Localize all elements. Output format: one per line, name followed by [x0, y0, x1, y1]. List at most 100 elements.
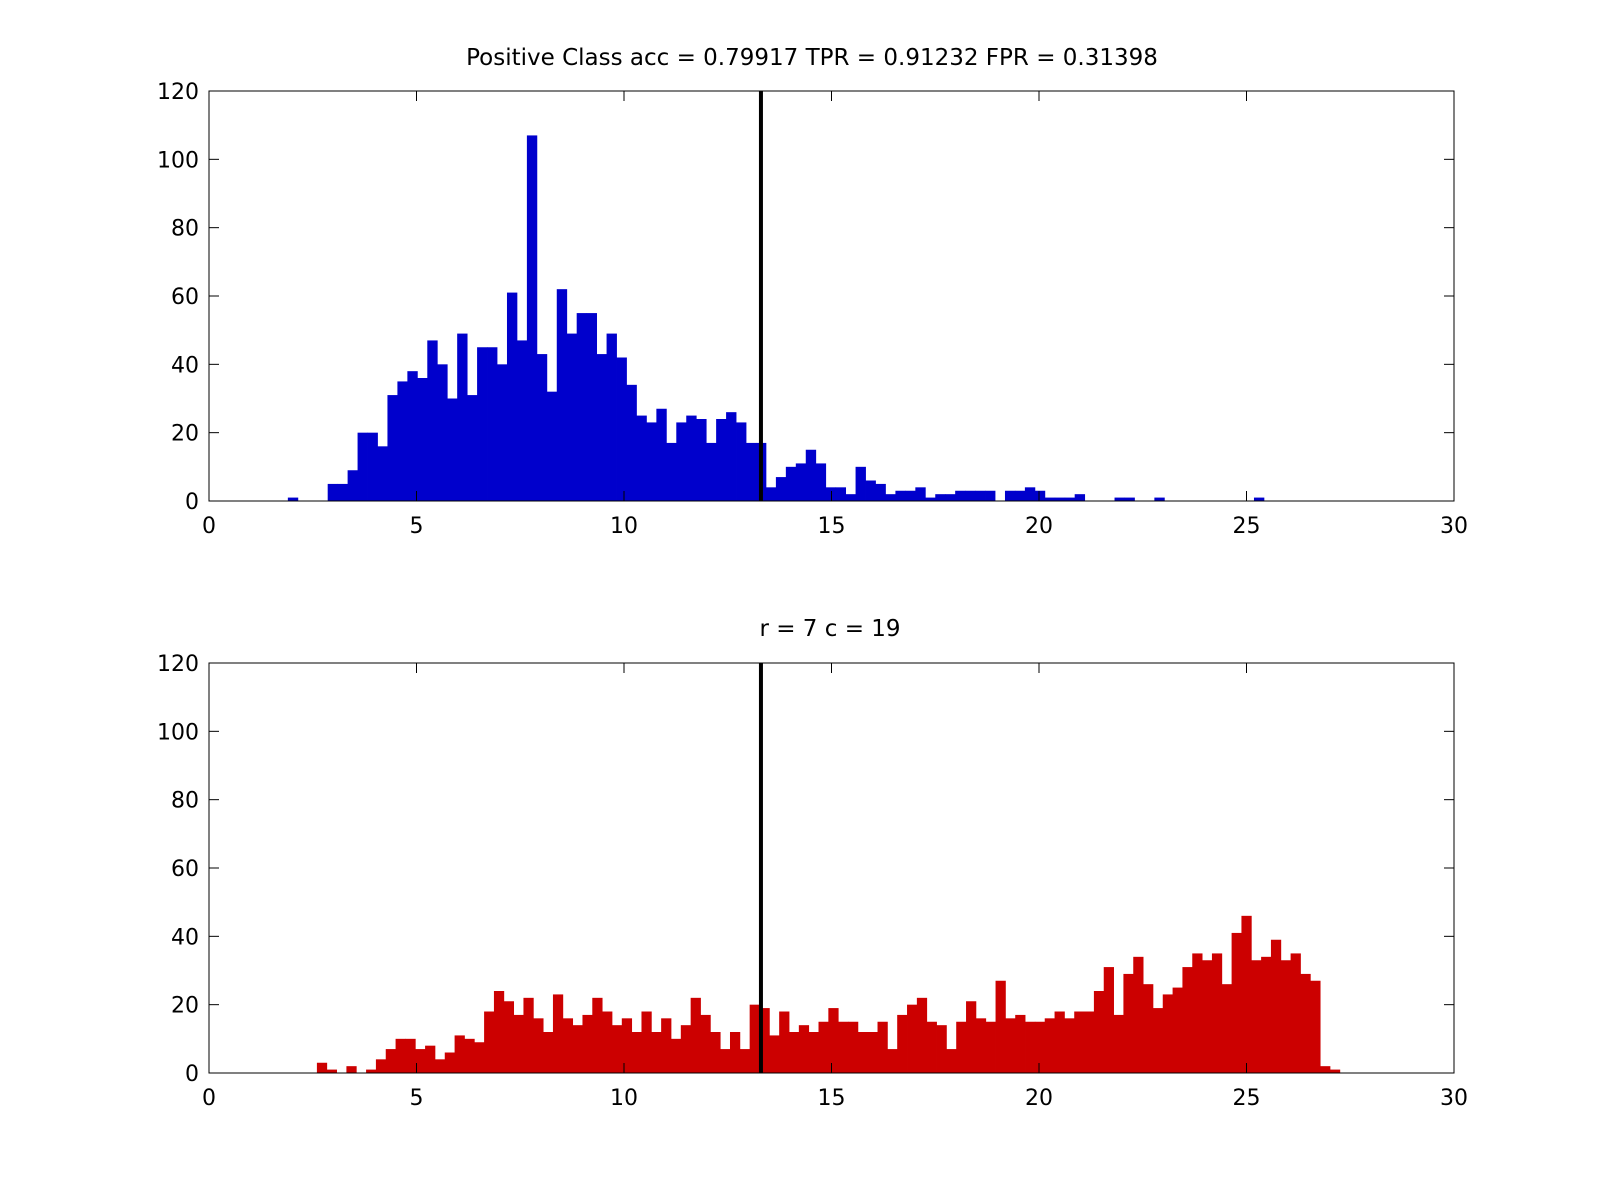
y-tick-label: 0	[185, 490, 199, 515]
histogram-bar	[636, 415, 647, 501]
histogram-bar	[366, 1069, 377, 1073]
histogram-bar	[474, 1042, 485, 1073]
histogram-bar	[1152, 1008, 1164, 1073]
histogram-bar	[576, 313, 588, 501]
y-tick-label: 100	[157, 148, 199, 173]
histogram-bar	[1093, 991, 1105, 1073]
histogram-bar	[739, 1049, 751, 1073]
histogram-bar	[935, 494, 946, 501]
histogram-bar	[946, 1049, 957, 1073]
x-tick-label: 0	[202, 1086, 216, 1111]
histogram-bar	[1124, 497, 1135, 501]
histogram-bar	[1123, 973, 1134, 1073]
histogram-bar	[815, 463, 827, 501]
histogram-bar	[865, 480, 876, 501]
histogram-bar	[316, 1062, 328, 1073]
histogram-bar	[965, 490, 976, 501]
histogram-bar	[785, 466, 797, 501]
histogram-bar	[566, 333, 578, 501]
histogram-bar	[552, 994, 564, 1073]
histogram-bar	[1154, 497, 1165, 501]
histogram-bar	[895, 490, 906, 501]
histogram-bar	[484, 1011, 495, 1073]
histogram-bar	[956, 1021, 967, 1073]
x-tick-label: 5	[410, 1086, 424, 1111]
histogram-bar	[444, 1052, 455, 1073]
histogram-bar	[736, 422, 747, 501]
x-tick-label: 10	[610, 514, 638, 539]
histogram-bar	[1015, 1014, 1026, 1073]
histogram-bar	[1280, 960, 1292, 1073]
histogram-bar	[1025, 1021, 1036, 1073]
histogram-bar	[1034, 1021, 1046, 1073]
histogram-bar	[955, 490, 966, 501]
histogram-bar	[582, 1014, 593, 1073]
histogram-bar	[493, 991, 505, 1073]
histogram-bar	[680, 1025, 692, 1073]
y-tick-label: 0	[185, 1062, 199, 1087]
x-tick-label: 30	[1440, 1086, 1468, 1111]
histogram-bar	[867, 1032, 878, 1073]
y-tick-label: 40	[171, 353, 199, 378]
histogram-bar	[1320, 1066, 1331, 1073]
histogram-bar	[1211, 953, 1223, 1073]
histogram-bar	[905, 490, 916, 501]
y-tick-label: 100	[157, 720, 199, 745]
histogram-bar	[405, 1038, 416, 1073]
histogram-bar	[936, 1025, 947, 1073]
ticks-top: 0 5 10 15 20 25 30 0 20 40 60 80 100 120	[157, 80, 1468, 539]
histogram-bar	[875, 483, 886, 501]
histogram-bar	[536, 354, 548, 501]
histogram-bar	[1114, 497, 1125, 501]
x-tick-label: 15	[818, 514, 846, 539]
x-tick-label: 20	[1025, 514, 1053, 539]
histogram-bar	[513, 1014, 524, 1073]
histogram-bar	[686, 415, 697, 501]
histogram-bar	[1064, 1018, 1075, 1073]
x-tick-label: 30	[1440, 514, 1468, 539]
histogram-bar	[769, 1035, 780, 1073]
histogram-bar	[616, 357, 627, 501]
x-tick-label: 0	[202, 514, 216, 539]
histogram-bar	[497, 364, 508, 501]
histogram-bar	[1192, 953, 1203, 1073]
histogram-bar	[503, 1001, 515, 1073]
histogram-bar	[828, 1008, 839, 1073]
histogram-bar	[646, 422, 657, 501]
histogram-bar	[592, 997, 603, 1073]
histogram-bar	[945, 494, 956, 501]
histogram-bar	[467, 395, 478, 501]
histogram-bar	[626, 384, 637, 501]
histogram-bar	[651, 1032, 662, 1073]
histogram-bar	[1044, 497, 1056, 501]
x-tick-label: 5	[410, 514, 424, 539]
histogram-bar	[606, 333, 617, 501]
histogram-bar	[798, 1025, 810, 1073]
ticks-bottom: 0 5 10 15 20 25 30 0 20 40 60 80 100 120	[157, 652, 1468, 1111]
histogram-bar	[546, 391, 558, 501]
histogram-bar	[975, 490, 986, 501]
histogram-bar	[1034, 490, 1046, 501]
histogram-bar	[985, 490, 996, 501]
histogram-bar	[985, 1021, 996, 1073]
histogram-bar	[523, 997, 534, 1073]
chart-title-bottom: r = 7 c = 19	[759, 616, 900, 642]
histogram-bar	[670, 1038, 682, 1073]
histogram-bar	[887, 1049, 898, 1073]
histogram-bar	[602, 1011, 613, 1073]
histogram-bar	[710, 1032, 721, 1073]
histogram-bar	[1162, 994, 1173, 1073]
histogram-bar	[825, 487, 837, 501]
histogram-bar	[407, 371, 418, 501]
histogram-bar	[1290, 953, 1301, 1073]
histogram-bar	[805, 449, 817, 501]
histogram-bar	[726, 412, 737, 501]
histogram-bar	[926, 1021, 937, 1073]
histogram-bar	[1202, 960, 1213, 1073]
y-tick-label: 60	[171, 285, 199, 310]
histogram-bar	[885, 494, 896, 501]
histogram-bar	[327, 483, 339, 501]
histogram-bar	[995, 980, 1006, 1073]
histogram-bar	[437, 364, 448, 501]
